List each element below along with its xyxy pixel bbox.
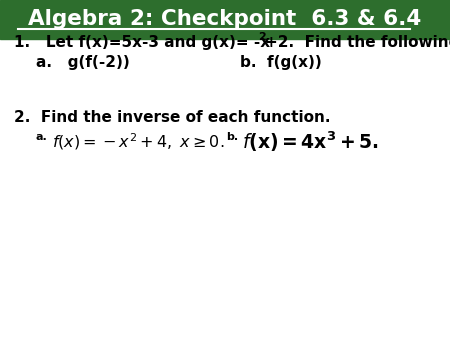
Text: $\mathbf{\mathit{f}(x) = 4x^3 + 5.}$: $\mathbf{\mathit{f}(x) = 4x^3 + 5.}$ [242, 130, 379, 154]
Text: $\mathit{f}(x) = -x^2 + 4,\ x \geq 0.$: $\mathit{f}(x) = -x^2 + 4,\ x \geq 0.$ [52, 131, 225, 152]
Text: +2.  Find the following.: +2. Find the following. [265, 35, 450, 50]
Text: a.: a. [36, 132, 48, 142]
Text: Algebra 2: Checkpoint  6.3 & 6.4: Algebra 2: Checkpoint 6.3 & 6.4 [28, 9, 422, 29]
Text: 2: 2 [258, 32, 266, 43]
Text: 2.  Find the inverse of each function.: 2. Find the inverse of each function. [14, 111, 330, 125]
Text: b.  f(g(x)): b. f(g(x)) [240, 54, 322, 70]
Text: b.: b. [226, 132, 238, 142]
Bar [0, 0, 450, 39]
Text: a.   g(f(-2)): a. g(f(-2)) [36, 54, 130, 70]
Text: 1.   Let f(x)=5x-3 and g(x)= -x: 1. Let f(x)=5x-3 and g(x)= -x [14, 35, 270, 50]
